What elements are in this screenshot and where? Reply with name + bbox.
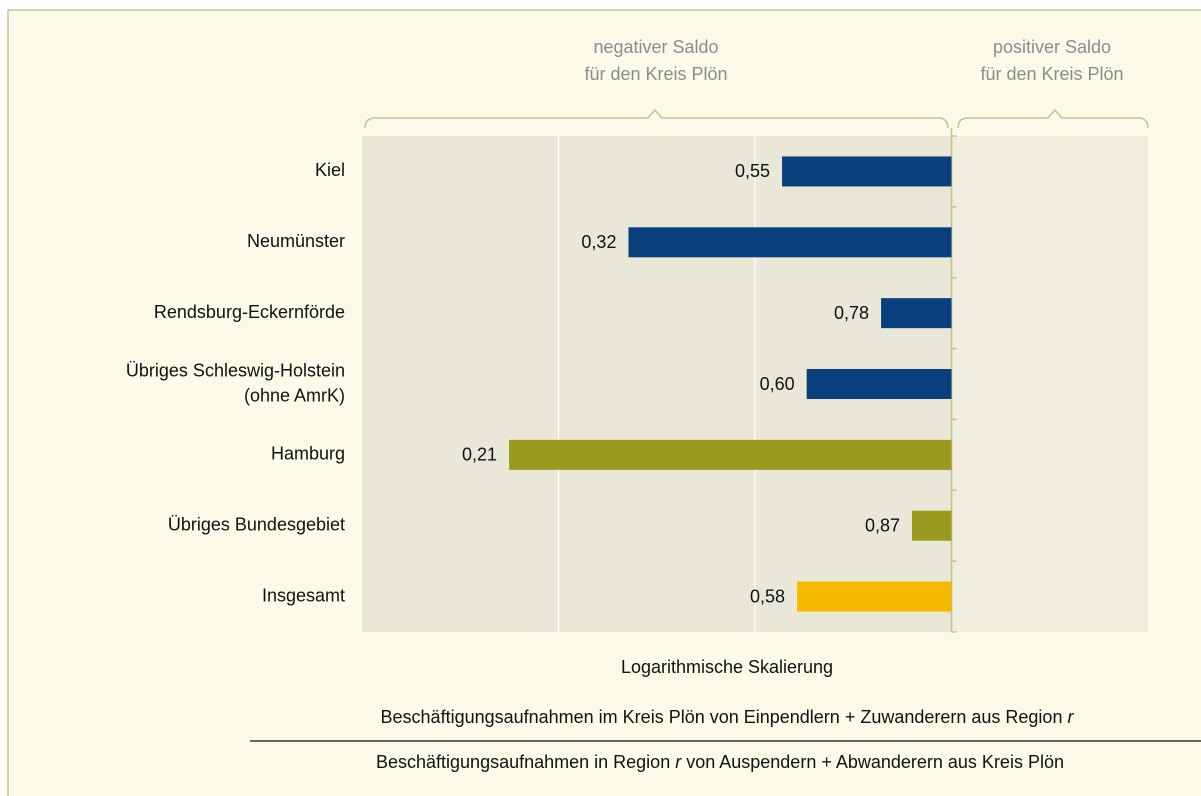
value-label: 0,55: [735, 161, 770, 181]
value-label: 0,32: [581, 232, 616, 252]
category-label: Hamburg: [271, 444, 345, 464]
positive-area: [953, 136, 1148, 632]
bar: [912, 510, 952, 541]
negative-label: negativer Saldo: [593, 37, 718, 57]
numerator: Beschäftigungsaufnahmen im Kreis Plön vo…: [381, 707, 1075, 727]
bar: [806, 369, 952, 399]
bar: [782, 156, 952, 187]
positive-label: positiver Saldo: [993, 37, 1111, 57]
bracket-negative: [364, 108, 949, 129]
category-label: Neumünster: [247, 231, 345, 251]
denominator: Beschäftigungsaufnahmen in Region r von …: [376, 752, 1064, 772]
value-label: 0,58: [750, 586, 785, 606]
category-label: Rendsburg-Eckernförde: [154, 302, 345, 322]
category-label: Insgesamt: [262, 585, 345, 605]
bar: [628, 227, 952, 258]
category-label: Übriges Schleswig-Holstein (ohne AmrK): [126, 360, 345, 405]
bar: [881, 298, 952, 329]
denominator-text: Beschäftigungsaufnahmen in Region: [376, 752, 675, 772]
bar: [509, 439, 952, 470]
bar: [797, 581, 952, 612]
numerator-text: Beschäftigungsaufnahmen im Kreis Plön vo…: [381, 707, 1068, 727]
denominator-text: r: [675, 752, 682, 772]
category-label: Übriges Bundesgebiet: [168, 514, 345, 534]
value-label: 0,87: [865, 515, 900, 535]
positive-label: für den Kreis Plön: [980, 64, 1123, 84]
negative-label: für den Kreis Plön: [584, 64, 727, 84]
denominator-text: von Auspendern + Abwanderern aus Kreis P…: [681, 752, 1064, 772]
numerator-text: r: [1067, 707, 1074, 727]
x-axis-label: Logarithmische Skalierung: [621, 657, 833, 677]
category-label-line: Übriges Schleswig-Holstein: [126, 360, 345, 380]
category-label-line: (ohne AmrK): [244, 385, 345, 405]
value-label: 0,78: [834, 303, 869, 323]
value-label: 0,21: [462, 445, 497, 465]
value-label: 0,60: [760, 374, 795, 394]
category-label: Kiel: [315, 160, 345, 180]
bracket-positive: [957, 108, 1149, 129]
